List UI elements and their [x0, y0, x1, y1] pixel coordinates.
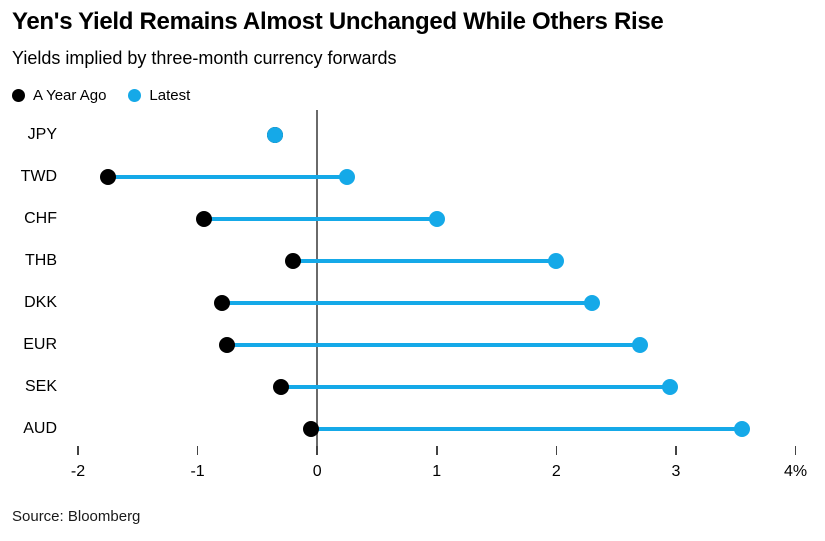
- x-tick-label: 3: [671, 463, 681, 480]
- year-ago-dot-icon: [12, 89, 25, 102]
- x-tick-label: 2: [551, 463, 561, 480]
- latest-dot: [661, 379, 678, 395]
- legend-label-year-ago: A Year Ago: [33, 87, 107, 104]
- category-label: AUD: [23, 420, 57, 437]
- dumbbell-connector: [311, 427, 742, 431]
- year-ago-dot: [213, 295, 230, 311]
- chart-subtitle: Yields implied by three-month currency f…: [12, 48, 397, 68]
- year-ago-dot: [195, 211, 212, 227]
- dumbbell-connector: [293, 259, 557, 263]
- x-tick: [316, 446, 318, 455]
- dumbbell-connector: [107, 175, 348, 179]
- x-tick: [675, 446, 677, 455]
- x-tick-label: -1: [190, 463, 205, 480]
- category-label: THB: [25, 252, 57, 269]
- category-label: JPY: [27, 126, 57, 143]
- latest-dot: [428, 211, 445, 227]
- x-tick: [196, 446, 199, 455]
- source-note: Source: Bloomberg: [12, 508, 141, 525]
- chart-title: Yen's Yield Remains Almost Unchanged Whi…: [12, 8, 664, 35]
- category-label: SEK: [24, 378, 57, 395]
- dumbbell-connector: [221, 301, 593, 305]
- year-ago-dot: [219, 337, 236, 353]
- dumbbell-connector: [227, 343, 641, 347]
- x-tick: [77, 446, 79, 455]
- dumbbell-connector: [281, 385, 670, 389]
- x-tick-label: 0: [312, 463, 322, 480]
- latest-dot: [548, 253, 565, 269]
- x-tick-label: -2: [70, 463, 86, 480]
- year-ago-dot: [99, 169, 116, 185]
- year-ago-dot: [285, 253, 302, 269]
- x-tick-label: 4%: [783, 463, 808, 480]
- dumbbell-connector: [203, 217, 437, 221]
- latest-dot-icon: [128, 89, 142, 102]
- x-tick: [794, 446, 797, 455]
- latest-dot: [339, 169, 356, 185]
- latest-dot: [733, 421, 750, 437]
- legend-label-latest: Latest: [149, 87, 191, 104]
- x-tick: [555, 446, 558, 455]
- legend: A Year Ago Latest: [12, 87, 190, 104]
- year-ago-dot: [273, 379, 290, 395]
- zero-baseline: [316, 110, 318, 450]
- x-axis-labels: -2 -1 0 1 2 3 4%: [0, 463, 825, 485]
- legend-item-latest: Latest: [128, 87, 190, 104]
- category-label: EUR: [23, 336, 57, 353]
- latest-dot: [632, 337, 649, 353]
- category-label: CHF: [24, 210, 57, 227]
- chart-area: JPY TWD CHF THB DKK EUR SEK AUD: [0, 110, 825, 455]
- x-tick-label: 1: [432, 463, 442, 480]
- category-label: TWD: [20, 168, 57, 185]
- category-label: DKK: [24, 294, 57, 311]
- latest-dot: [584, 295, 601, 311]
- latest-dot: [267, 127, 284, 143]
- x-tick: [436, 446, 438, 455]
- legend-item-year-ago: A Year Ago: [12, 87, 106, 104]
- year-ago-dot: [303, 421, 320, 437]
